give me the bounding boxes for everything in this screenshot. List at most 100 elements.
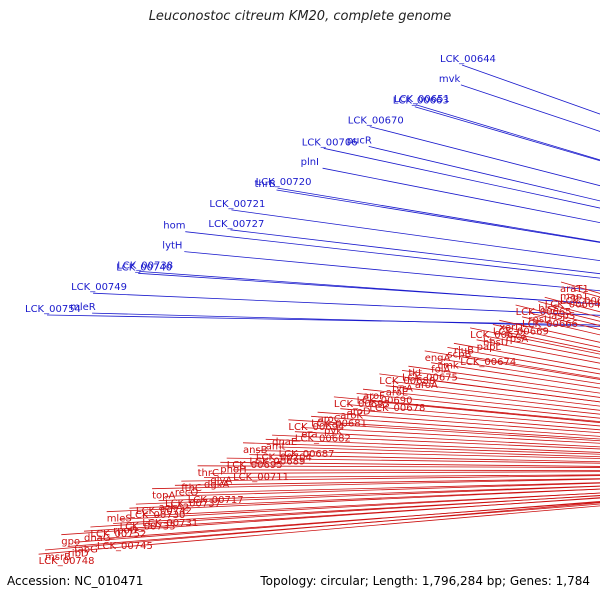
- reverse-gene-label: rpoD: [113, 526, 138, 537]
- reverse-gene-label: era: [301, 430, 317, 441]
- reverse-label-leader: [74, 500, 600, 543]
- forward-gene-label: plnI: [301, 157, 319, 168]
- forward-gene-label: hom: [163, 221, 185, 232]
- reverse-label-leader: [61, 497, 600, 536]
- reverse-gene-label: LCK_00733: [120, 521, 176, 532]
- forward-label-leader: [139, 271, 600, 305]
- reverse-label-leader: [106, 488, 600, 513]
- reverse-gene-label: thrC: [198, 468, 219, 479]
- reverse-label-leader: [272, 434, 600, 450]
- label-leaders: [38, 64, 600, 555]
- reverse-label-leader: [431, 362, 600, 389]
- reverse-label-leader: [83, 497, 600, 532]
- forward-gene-label: LCK_00727: [208, 219, 264, 230]
- forward-gene-label: LCK_00663: [393, 96, 449, 107]
- reverse-gene-label: tkt: [408, 368, 422, 379]
- reverse-gene-label: LCK_00730: [129, 510, 185, 521]
- reverse-label-leader: [249, 454, 600, 463]
- reverse-gene-label: map1: [560, 292, 589, 303]
- reverse-gene-label: LCK_00752: [90, 529, 146, 540]
- forward-gene-label: LCK_00740: [116, 262, 172, 273]
- reverse-label-leader: [158, 485, 600, 501]
- reverse-gene-label: rluB: [454, 345, 474, 356]
- reverse-gene-label: topA: [152, 491, 175, 502]
- reverse-gene-label: LCK_00681: [311, 418, 367, 429]
- reverse-gene-label: LCK_00711: [233, 472, 289, 483]
- reverse-gene-label: LCK_00682: [295, 434, 351, 445]
- forward-label-leader: [138, 272, 600, 305]
- reverse-label-leader: [96, 501, 600, 540]
- reverse-gene-label: aroA: [415, 380, 438, 391]
- forward-label-leader: [46, 314, 600, 326]
- forward-gene-label: LCK_00706: [302, 137, 358, 148]
- reverse-label-leader: [346, 404, 600, 427]
- reverse-gene-label: phoH: [220, 464, 246, 475]
- reverse-label-leader: [401, 370, 600, 398]
- reverse-gene-label: ribD: [68, 549, 89, 560]
- reverse-label-leader: [392, 381, 600, 407]
- reverse-label-leader: [333, 396, 600, 423]
- reverse-label-leader: [135, 485, 600, 505]
- reverse-gene-label: aroD: [347, 407, 371, 418]
- reverse-gene-label: dnaG: [84, 533, 111, 544]
- reverse-gene-label: aspS: [551, 311, 575, 322]
- reverse-gene-label: dgkA: [204, 480, 229, 491]
- reverse-label-leader: [197, 465, 600, 468]
- forward-label-leader: [414, 106, 600, 162]
- reverse-label-leader: [142, 492, 600, 517]
- reverse-label-leader: [278, 446, 600, 458]
- reverse-label-leader: [203, 474, 600, 478]
- forward-label-leader: [461, 64, 600, 115]
- reverse-label-leader: [67, 503, 600, 547]
- reverse-gene-label: hisS: [538, 304, 559, 315]
- forward-label-leader: [185, 231, 600, 279]
- forward-gene-label: mleR: [70, 302, 96, 313]
- reverse-gene-label: gpo: [61, 537, 80, 548]
- forward-label-leader: [276, 189, 600, 243]
- reverse-gene-label: LCK_00689: [249, 457, 305, 468]
- reverse-label-leader: [38, 505, 600, 555]
- forward-label-leader: [92, 312, 600, 327]
- reverse-label-leader: [265, 438, 600, 453]
- reverse-label-leader: [242, 442, 600, 455]
- reverse-gene-label: LCK_00695: [227, 460, 283, 471]
- reverse-gene-label: tyrA: [392, 384, 413, 395]
- reverse-label-leader: [424, 350, 600, 380]
- reverse-label-leader: [181, 475, 600, 482]
- reverse-gene-label: ackA2: [159, 503, 190, 514]
- forward-gene-label: LCK_00749: [71, 282, 127, 293]
- map-title: Leuconostoc citreum KM20, complete genom…: [148, 9, 452, 24]
- reverse-gene-label: LCK_00688: [379, 376, 435, 387]
- reverse-gene-label: rpsU: [528, 315, 551, 326]
- reverse-gene-label: LCK_00660: [560, 296, 600, 307]
- forward-label-leader: [368, 146, 600, 202]
- reverse-gene-label: LCK_00672: [470, 330, 526, 341]
- reverse-gene-label: recO: [175, 487, 199, 498]
- reverse-gene-label: msrB: [45, 552, 71, 563]
- forward-gene-label: pucR: [347, 135, 372, 146]
- reverse-label-leader: [210, 471, 600, 474]
- reverse-gene-label: fabG: [74, 544, 98, 555]
- reverse-gene-label: dnaE: [272, 437, 297, 448]
- reverse-label-leader: [174, 478, 600, 486]
- reverse-label-leader: [362, 388, 600, 415]
- reverse-gene-label: LCK_00687: [279, 449, 335, 460]
- reverse-gene-label: LCK_00731: [142, 518, 198, 529]
- reverse-gene-label: LCK_00745: [97, 541, 153, 552]
- topology-text: Topology: circular; Length: 1,796,284 bp…: [260, 574, 590, 588]
- reverse-gene-label: scpB: [447, 349, 471, 360]
- reverse-gene-label: LCK_00674: [460, 357, 516, 368]
- forward-label-leader: [460, 84, 600, 132]
- reverse-gene-label: LCK_00665: [516, 307, 572, 318]
- forward-label-leader: [277, 187, 600, 243]
- reverse-gene-label: LCK_00664: [545, 299, 600, 310]
- reverse-gene-label: LCK_00742: [136, 506, 192, 517]
- reverse-gene-label: LCK_00675: [402, 372, 458, 383]
- reverse-label-leader: [233, 469, 600, 472]
- forward-gene-label: LCK_00720: [256, 177, 312, 188]
- forward-label-leader: [323, 147, 600, 209]
- reverse-label-leader: [90, 495, 600, 528]
- reverse-gene-label: aroF: [363, 391, 385, 402]
- reverse-gene-label: araT1: [560, 284, 589, 295]
